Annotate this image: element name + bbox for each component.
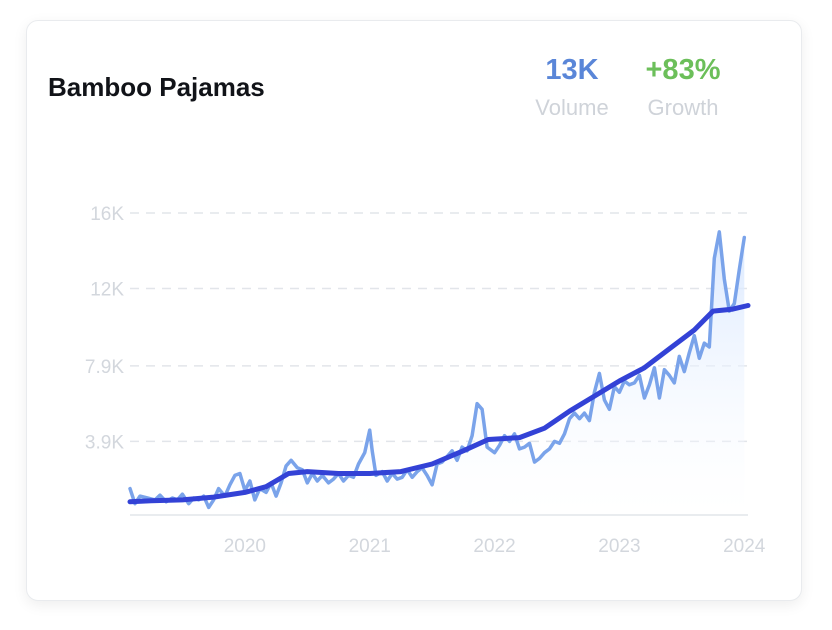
trend-line xyxy=(127,303,751,505)
volume-value: 13K xyxy=(545,54,599,86)
growth-metric: +83% Growth xyxy=(636,54,730,121)
x-tick-label: 2024 xyxy=(723,536,766,557)
x-axis-ticks: 2020 2021 2022 2023 2024 xyxy=(224,536,766,557)
y-tick-label: 3.9K xyxy=(85,432,124,453)
volume-metric: 13K Volume xyxy=(528,54,616,121)
volume-area xyxy=(130,231,745,515)
y-tick-label: 7.9K xyxy=(85,357,124,378)
y-tick-label: 12K xyxy=(90,280,124,301)
growth-label: Growth xyxy=(647,95,719,120)
x-tick-label: 2022 xyxy=(473,536,515,557)
x-tick-label: 2020 xyxy=(224,536,266,557)
x-tick-label: 2021 xyxy=(349,536,391,557)
growth-value: +83% xyxy=(645,54,721,86)
x-tick-label: 2023 xyxy=(598,536,640,557)
y-tick-label: 16K xyxy=(90,204,124,225)
card-title: Bamboo Pajamas xyxy=(48,72,265,102)
volume-label: Volume xyxy=(535,95,609,120)
y-axis-ticks: 16K 12K 7.9K 3.9K xyxy=(85,204,124,453)
